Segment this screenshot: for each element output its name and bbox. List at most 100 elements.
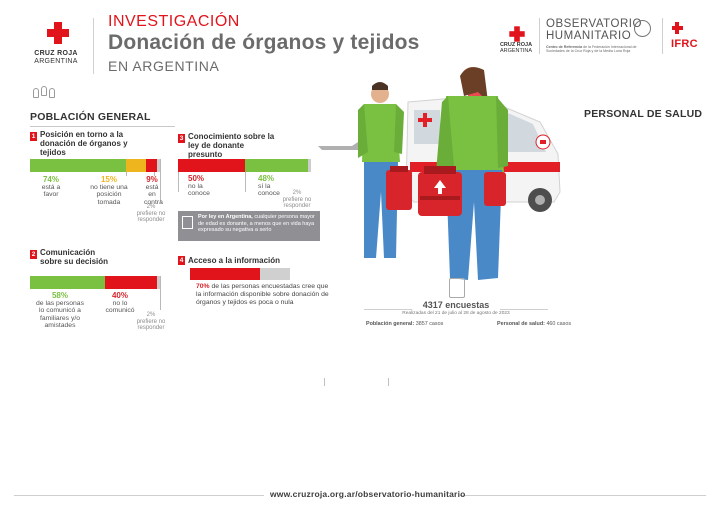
bar-segment-communicated [30, 276, 106, 289]
stat-label: prefiere no responder [282, 196, 312, 210]
stat-label: está a favor [41, 184, 61, 199]
stat-value: 40% [111, 291, 128, 300]
observatorio-name: OBSERVATORIO HUMANITARIO [546, 18, 642, 42]
separator-mark [324, 378, 325, 386]
leader-line [160, 276, 161, 310]
survey-summary: 4317 encuestas Realizadas del 21 de juli… [364, 300, 548, 316]
survey-general-count: Población general: 3857 casos [366, 321, 444, 327]
stat-value: 70% [196, 283, 210, 290]
question-title: Conocimiento sobre la ley de donante pre… [188, 132, 275, 159]
survey-total: 4317 encuestas [422, 300, 490, 310]
stat-communicated: 58% de las personas lo comunicó a famili… [30, 291, 90, 330]
header-kicker: INVESTIGACIÓN [108, 13, 240, 30]
stat-label: no lo comunicó [105, 300, 135, 315]
health-workers-illustration [318, 67, 561, 280]
cross-crescent-icon [671, 22, 689, 34]
leader-line [154, 172, 155, 176]
magnifier-icon [634, 20, 651, 37]
ifrc-divider [662, 18, 663, 54]
stat-not-communicated: 40% no lo comunicó [104, 291, 136, 315]
health-worker-man [358, 82, 412, 258]
bar-segment-no-response [308, 159, 311, 172]
bar-segment-rest [260, 268, 290, 280]
info-access-text: 70% de las personas encuestadas cree que… [196, 283, 334, 308]
question-number: 4 [178, 256, 185, 265]
law-note-bold: Por ley en Argentina, [198, 214, 253, 220]
footer-line-right [460, 495, 706, 496]
stat-value: 2% [292, 190, 302, 196]
stat-no-response: 2% prefiere no responder [280, 190, 314, 210]
bar-segment-favor [30, 159, 127, 172]
footer-line-left [14, 495, 264, 496]
law-note-box: Por ley en Argentina, cualquier persona … [178, 211, 320, 241]
stat-label: sí la conoce [258, 183, 280, 198]
bar-segment-no-response [157, 276, 160, 289]
stat-value: 74% [42, 175, 59, 184]
leader-line [160, 159, 161, 202]
question-number: 1 [30, 132, 37, 141]
survey-icon [449, 278, 465, 298]
stat-value: 2% [146, 204, 156, 210]
stat-no-response: 2% prefiere no responder [134, 312, 168, 332]
page-title: Donación de órganos y tejidos [108, 31, 420, 54]
stat-value: 58% [51, 291, 68, 300]
stat-label: prefiere no responder [136, 318, 166, 332]
health-worker-woman [418, 67, 508, 280]
leader-line [245, 172, 246, 192]
stat-label: no tiene una posición tomada [90, 184, 128, 206]
survey-health-count: Personal de salud: 460 casos [497, 321, 572, 327]
ifrc-text: IFRC [671, 38, 698, 50]
question-title: Posición en torno a la donación de órgan… [40, 130, 128, 157]
footer-url-link[interactable]: www.cruzroja.org.ar/observatorio-humanit… [270, 489, 466, 499]
partner-divider [539, 18, 540, 54]
law-note-text: cualquier persona mayor de edad es donan… [198, 214, 315, 234]
bar-segment-knows [244, 159, 309, 172]
bar-segment-contra [145, 159, 158, 172]
section-divider [30, 126, 175, 127]
survey-dates: Realizadas del 21 de julio al 28 de agos… [402, 311, 510, 316]
stat-contra: 9% está en contra [140, 175, 164, 206]
stat-neutral: 15% no tiene una posición tomada [86, 175, 132, 206]
separator-mark [388, 378, 389, 386]
stat-knows: 48% sí la conoce [250, 174, 286, 198]
question-title: Comunicación sobre su decisión [40, 248, 109, 266]
bar-segment-poor-info [190, 268, 260, 280]
document-icon [182, 216, 193, 229]
people-group-icon [32, 85, 58, 103]
red-cross-icon [509, 26, 525, 42]
survey-divider [364, 309, 412, 310]
cruz-roja-logo [44, 22, 69, 44]
bar-segment-does-not-know [178, 159, 245, 172]
stat-favor: 74% está a favor [30, 175, 72, 199]
leader-line [126, 172, 127, 176]
question-number: 3 [178, 134, 185, 143]
observatorio-description: Centro de Referencia de la Federación In… [546, 45, 637, 54]
question-title: Acceso a la información [188, 256, 281, 265]
stat-label: de las personas encuestadas cree que la … [196, 283, 329, 307]
bar-segment-neutral [126, 159, 146, 172]
section-title-health: PERSONAL DE SALUD [584, 108, 703, 120]
leader-line [178, 172, 179, 192]
stacked-bar [30, 159, 160, 172]
stat-label: de las personas lo comunicó a familiares… [36, 300, 84, 330]
stat-label: está en contra [144, 184, 163, 206]
red-cross-icon [47, 22, 69, 44]
bar-segment-not-communicated [105, 276, 158, 289]
survey-divider [500, 309, 548, 310]
stacked-bar [178, 159, 311, 172]
stat-label: no la conoce [188, 183, 210, 198]
stat-does-not-know: 50% no la conoce [180, 174, 216, 198]
page-subtitle: EN ARGENTINA [108, 58, 220, 74]
header-divider [93, 18, 94, 74]
stat-no-response: 2% prefiere no responder [134, 204, 168, 224]
stat-value: 2% [146, 312, 156, 318]
bar-segment-no-response [157, 159, 160, 172]
stat-value: 48% [258, 174, 275, 183]
stat-label: prefiere no responder [136, 210, 166, 224]
stacked-bar [190, 268, 290, 280]
airplane-icon [318, 142, 364, 150]
question-number: 2 [30, 250, 37, 259]
stacked-bar [30, 276, 160, 289]
partner-org-name: CRUZ ROJA ARGENTINA [499, 42, 533, 54]
partner-cruz-roja-logo [505, 23, 528, 45]
